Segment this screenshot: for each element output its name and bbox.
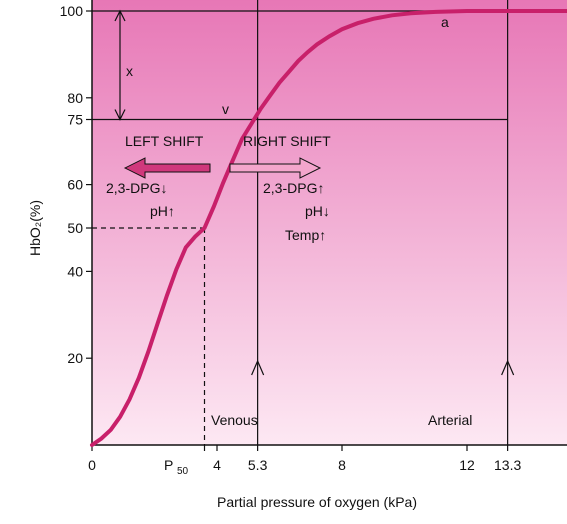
right-dpg-label: 2,3-DPG↑	[263, 180, 324, 196]
y-tick-label-40: 40	[67, 263, 83, 279]
x-tick-label-8: 8	[338, 457, 346, 473]
dissociation-curve	[90, 9, 567, 447]
x-tick-label-0: 0	[88, 457, 96, 473]
x-arrow-head-top	[114, 9, 126, 22]
x-tick-label-13-3: 13.3	[494, 457, 521, 473]
point-v-label: v	[222, 101, 229, 117]
point-a-label: a	[441, 14, 449, 30]
x-tick-label-4: 4	[213, 457, 221, 473]
left-shift-label: LEFT SHIFT	[125, 133, 204, 149]
x-arrow-head-bottom	[114, 109, 126, 121]
p50-main: P	[164, 457, 173, 473]
left-dpg-label: 2,3-DPG↓	[106, 180, 167, 196]
x-axis-title: Partial pressure of oxygen (kPa)	[217, 494, 417, 510]
y-axis-title: HbO₂(%)	[27, 200, 43, 256]
right-temp-label: Temp↑	[285, 227, 326, 243]
x-tick-label-12: 12	[459, 457, 475, 473]
x-difference-label: x	[126, 63, 133, 79]
y-tick-label-50: 50	[67, 220, 83, 236]
right-ph-label: pH↓	[305, 203, 330, 219]
x-tick-label-5-3: 5.3	[248, 457, 268, 473]
arterial-label: Arterial	[428, 412, 472, 428]
p50-label: P 50	[164, 457, 189, 477]
right-shift-label: RIGHT SHIFT	[243, 133, 331, 149]
right-shift-arrow	[229, 157, 322, 179]
plot-background	[92, 0, 567, 445]
venous-label: Venous	[211, 412, 258, 428]
axes	[91, 0, 567, 446]
y-tick-label-80: 80	[67, 90, 83, 106]
left-ph-label: pH↑	[150, 203, 175, 219]
p50-subscript: 50	[177, 466, 189, 477]
y-tick-label-100: 100	[60, 3, 84, 19]
shift-arrows	[123, 157, 322, 179]
tick-labels: 20 40 50 60 75 80 100 0 4 5.3 8 12 13.3	[60, 3, 522, 473]
arterial-up-arrow	[501, 359, 515, 376]
y-tick-label-75: 75	[67, 112, 83, 128]
venous-up-arrow	[251, 359, 265, 376]
left-shift-arrow	[123, 157, 211, 179]
y-tick-label-60: 60	[67, 177, 83, 193]
y-tick-label-20: 20	[67, 350, 83, 366]
